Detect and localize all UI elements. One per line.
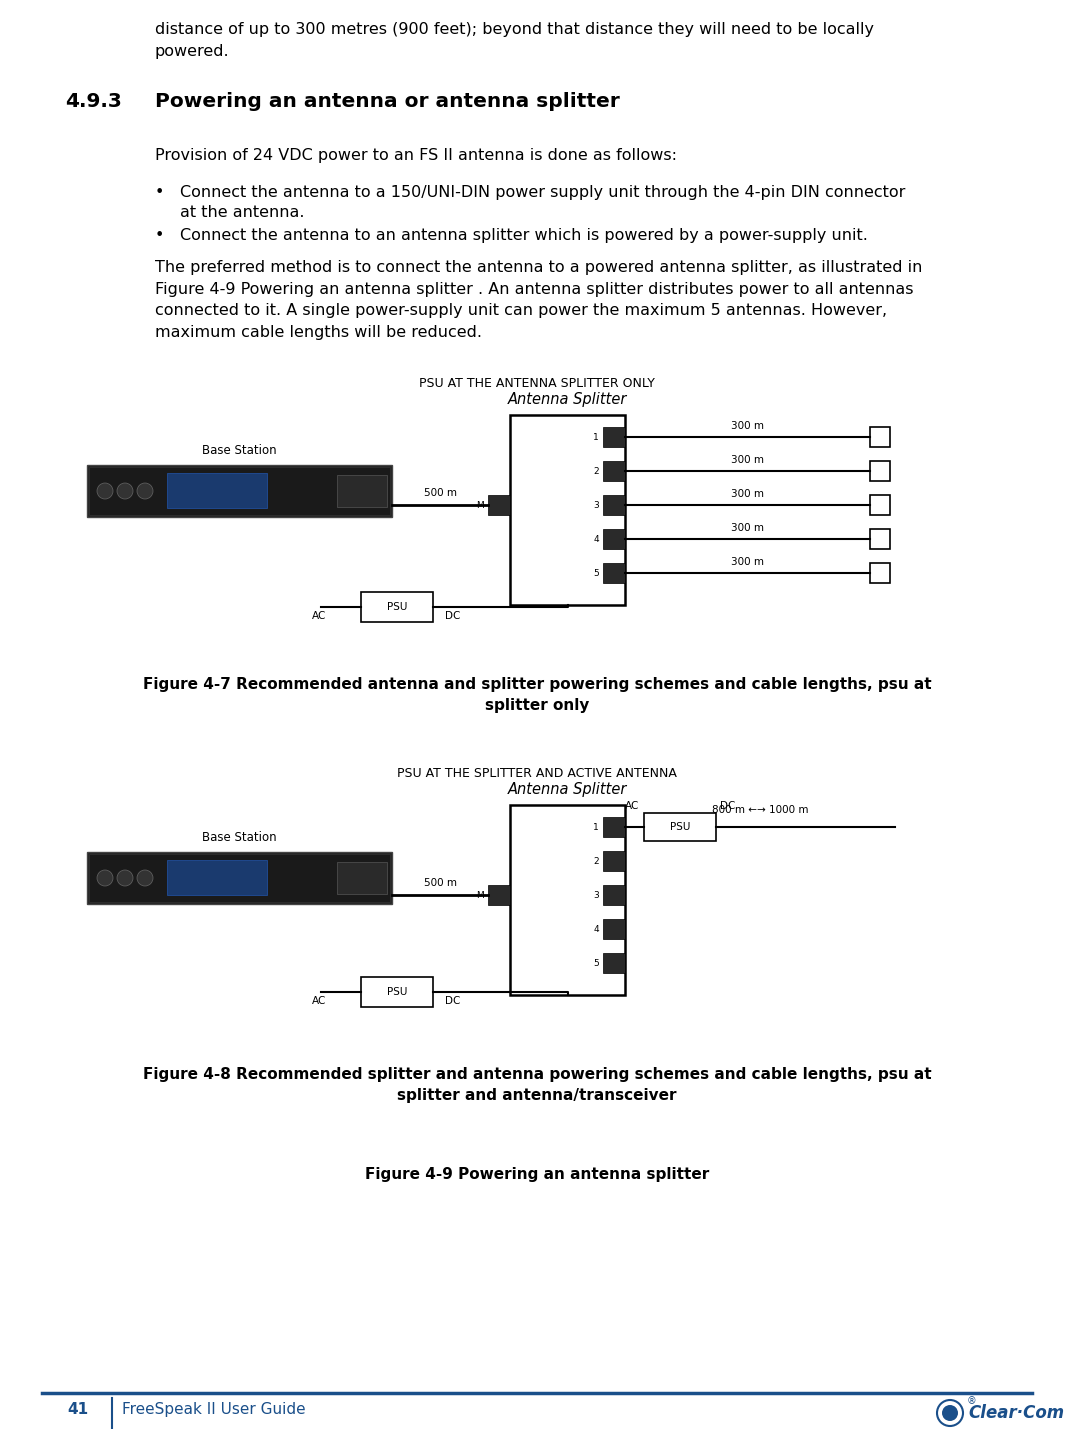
Bar — [603, 529, 625, 549]
Bar — [87, 464, 392, 517]
Text: Figure 4-8 Recommended splitter and antenna powering schemes and cable lengths, : Figure 4-8 Recommended splitter and ante… — [143, 1067, 931, 1103]
Bar — [166, 473, 267, 507]
Text: AC: AC — [625, 802, 639, 812]
Text: M: M — [476, 890, 484, 899]
Text: ®: ® — [967, 1396, 976, 1406]
Text: 300 m: 300 m — [731, 523, 764, 533]
Text: 1: 1 — [593, 433, 599, 442]
Text: Base Station: Base Station — [202, 444, 277, 457]
Text: PSU AT THE ANTENNA SPLITTER ONLY: PSU AT THE ANTENNA SPLITTER ONLY — [419, 377, 655, 390]
Text: •: • — [155, 184, 164, 200]
Bar — [870, 563, 890, 583]
Text: •: • — [155, 229, 164, 243]
Text: 41: 41 — [68, 1402, 88, 1418]
Text: Clear·Com: Clear·Com — [968, 1405, 1064, 1422]
Text: PSU: PSU — [670, 822, 691, 832]
Text: FreeSpeak II User Guide: FreeSpeak II User Guide — [122, 1402, 306, 1418]
Bar — [89, 467, 390, 514]
Bar — [603, 462, 625, 482]
Bar — [166, 860, 267, 895]
Bar — [870, 462, 890, 482]
Text: 2: 2 — [593, 466, 599, 476]
Text: distance of up to 300 metres (900 feet); beyond that distance they will need to : distance of up to 300 metres (900 feet);… — [155, 21, 874, 59]
Text: Antenna Splitter: Antenna Splitter — [508, 392, 627, 407]
Circle shape — [137, 870, 153, 886]
Bar — [361, 592, 433, 622]
Text: AC: AC — [311, 996, 326, 1006]
Bar — [603, 852, 625, 872]
Bar — [337, 862, 387, 895]
Bar — [603, 494, 625, 514]
Text: Antenna Splitter: Antenna Splitter — [508, 782, 627, 797]
Text: DC: DC — [446, 612, 461, 622]
Text: Figure 4-9 Powering an antenna splitter: Figure 4-9 Powering an antenna splitter — [365, 1167, 709, 1182]
Text: Provision of 24 VDC power to an FS II antenna is done as follows:: Provision of 24 VDC power to an FS II an… — [155, 149, 677, 163]
Text: 5: 5 — [593, 959, 599, 967]
Circle shape — [942, 1405, 958, 1420]
Text: 300 m: 300 m — [731, 489, 764, 499]
Text: 500 m: 500 m — [423, 487, 456, 497]
Text: 5: 5 — [593, 569, 599, 577]
Bar — [603, 427, 625, 447]
Text: 4: 4 — [593, 925, 599, 933]
Text: PSU AT THE SPLITTER AND ACTIVE ANTENNA: PSU AT THE SPLITTER AND ACTIVE ANTENNA — [397, 767, 677, 780]
Bar — [644, 813, 716, 842]
Text: DC: DC — [721, 802, 736, 812]
Text: at the antenna.: at the antenna. — [180, 204, 305, 220]
Circle shape — [137, 483, 153, 499]
Text: 2: 2 — [593, 856, 599, 866]
Text: Powering an antenna or antenna splitter: Powering an antenna or antenna splitter — [155, 91, 620, 111]
Bar — [603, 953, 625, 973]
Bar — [510, 414, 625, 604]
Text: Connect the antenna to an antenna splitter which is powered by a power-supply un: Connect the antenna to an antenna splitt… — [180, 229, 868, 243]
Circle shape — [97, 483, 113, 499]
Bar — [488, 885, 510, 905]
Text: PSU: PSU — [387, 602, 407, 612]
Circle shape — [117, 483, 133, 499]
Circle shape — [117, 870, 133, 886]
Text: 4.9.3: 4.9.3 — [66, 91, 121, 111]
Text: Base Station: Base Station — [202, 832, 277, 845]
Text: 300 m: 300 m — [731, 454, 764, 464]
Text: Connect the antenna to a 150/UNI-DIN power supply unit through the 4-pin DIN con: Connect the antenna to a 150/UNI-DIN pow… — [180, 184, 905, 200]
Bar — [361, 977, 433, 1007]
Bar — [603, 885, 625, 905]
Text: M: M — [476, 500, 484, 510]
Text: PSU: PSU — [387, 987, 407, 997]
Bar — [510, 805, 625, 995]
Bar — [603, 563, 625, 583]
Text: AC: AC — [311, 612, 326, 622]
Bar — [603, 817, 625, 837]
Text: 500 m: 500 m — [423, 877, 456, 887]
Text: 3: 3 — [593, 500, 599, 510]
Text: 300 m: 300 m — [731, 422, 764, 432]
Circle shape — [937, 1400, 963, 1426]
Text: 1: 1 — [593, 823, 599, 832]
Text: 300 m: 300 m — [731, 557, 764, 567]
Text: 4: 4 — [593, 534, 599, 543]
Bar — [488, 494, 510, 514]
Text: The preferred method is to connect the antenna to a powered antenna splitter, as: The preferred method is to connect the a… — [155, 260, 923, 340]
Text: DC: DC — [446, 996, 461, 1006]
Bar — [870, 494, 890, 514]
Text: 3: 3 — [593, 890, 599, 899]
Bar — [89, 855, 390, 902]
Bar — [603, 919, 625, 939]
Text: Figure 4-7 Recommended antenna and splitter powering schemes and cable lengths, : Figure 4-7 Recommended antenna and split… — [143, 677, 931, 713]
Bar — [870, 529, 890, 549]
Circle shape — [97, 870, 113, 886]
Bar — [870, 427, 890, 447]
Bar — [87, 852, 392, 905]
Text: 800 m ←→ 1000 m: 800 m ←→ 1000 m — [712, 805, 809, 815]
Bar — [337, 474, 387, 507]
